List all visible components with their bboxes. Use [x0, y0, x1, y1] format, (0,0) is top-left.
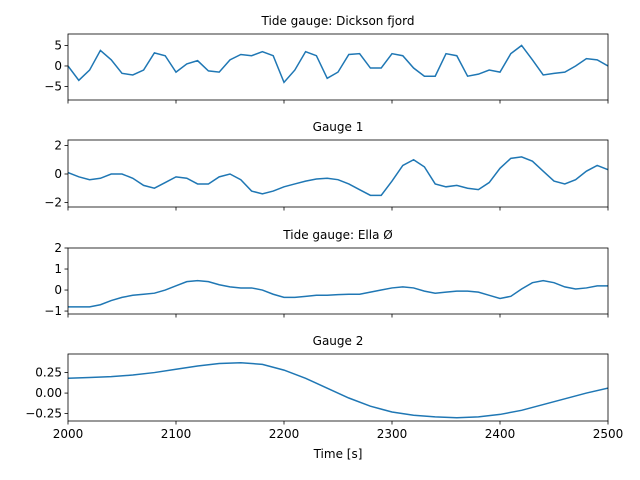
- x-tick-label: 2200: [269, 427, 300, 441]
- data-line: [68, 44, 608, 84]
- x-tick-label: 2000: [53, 427, 84, 441]
- y-tick-label: 0.00: [35, 386, 62, 400]
- y-tick-label: 5: [54, 38, 62, 52]
- y-tick-label: 0.25: [35, 366, 62, 380]
- y-tick-label: 1: [54, 262, 62, 276]
- y-tick-label: −0.25: [25, 407, 62, 421]
- data-line: [68, 156, 608, 197]
- y-tick-label: −5: [44, 79, 62, 93]
- data-line: [68, 361, 608, 419]
- y-tick-label: −1: [44, 304, 62, 318]
- x-tick-label: 2500: [593, 427, 624, 441]
- axes-frame: [67, 139, 609, 208]
- y-tick-label: 0: [54, 167, 62, 181]
- axes-frame: [67, 247, 609, 315]
- y-tick-label: 0: [54, 59, 62, 73]
- subplot-title: Gauge 1: [313, 120, 364, 134]
- data-line: [68, 279, 608, 308]
- y-tick-label: −2: [44, 195, 62, 209]
- axes-frame: [67, 353, 609, 422]
- y-tick-label: 0: [54, 283, 62, 297]
- x-tick-label: 2400: [485, 427, 516, 441]
- subplot-title: Gauge 2: [313, 334, 364, 348]
- y-tick-label: 2: [54, 241, 62, 255]
- y-tick-label: 2: [54, 139, 62, 153]
- x-tick-label: 2100: [161, 427, 192, 441]
- axes-frame: [67, 33, 609, 101]
- x-axis-label: Time [s]: [313, 447, 363, 461]
- x-tick-label: 2300: [377, 427, 408, 441]
- subplot-title: Tide gauge: Ella Ø: [282, 228, 392, 242]
- subplot-title: Tide gauge: Dickson fjord: [261, 14, 415, 28]
